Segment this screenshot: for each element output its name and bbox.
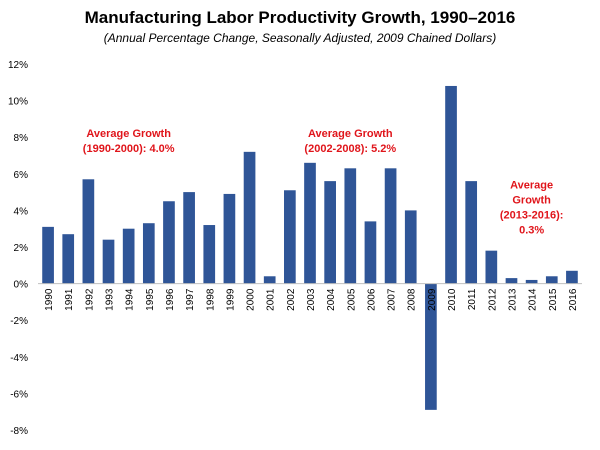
x-tick-label: 2008 (407, 288, 418, 311)
x-tick-label: 1991 (64, 288, 75, 311)
chart-title: Manufacturing Labor Productivity Growth,… (84, 8, 516, 27)
bar-2002 (284, 190, 296, 284)
bar-1993 (102, 239, 115, 284)
annotation-text: Average Growth (308, 128, 393, 140)
bar-1996 (163, 201, 175, 284)
x-tick-label: 1990 (44, 288, 55, 311)
x-tick-label: 1994 (125, 288, 136, 311)
annotation-text: Growth (512, 194, 551, 206)
bar-2011 (465, 181, 478, 284)
x-tick-label: 2004 (326, 288, 337, 311)
x-tick-label: 2002 (286, 288, 297, 311)
x-tick-label: 2005 (346, 288, 357, 311)
x-tick-label: 2016 (568, 288, 579, 311)
x-tick-label: 1995 (145, 288, 156, 311)
bar-1998 (203, 225, 216, 284)
y-tick-label: -8% (10, 426, 28, 437)
bar-2016 (566, 270, 578, 284)
y-tick-label: 10% (8, 97, 28, 108)
y-tick-label: 8% (14, 133, 29, 144)
bar-2014 (525, 279, 538, 284)
x-tick-label: 2009 (427, 288, 438, 311)
y-tick-label: 0% (14, 280, 29, 291)
annotation-text: 0.3% (519, 224, 544, 236)
x-tick-label: 2007 (387, 288, 398, 311)
annotation-text: (2013-2016): (500, 209, 564, 221)
bar-2003 (304, 162, 316, 284)
y-tick-label: -4% (10, 353, 28, 364)
x-tick-label: 2011 (467, 288, 478, 310)
x-tick-label: 2013 (507, 288, 518, 311)
bar-2013 (505, 278, 518, 284)
bar-2009 (425, 283, 437, 410)
bar-1994 (122, 228, 135, 284)
bar-1992 (82, 179, 95, 284)
x-tick-label: 2000 (246, 288, 257, 311)
x-tick-label: 1997 (185, 288, 196, 311)
y-tick-label: 4% (14, 206, 29, 217)
bar-1990 (42, 226, 54, 284)
annotation-text: Average Growth (86, 128, 171, 140)
x-tick-label: 2006 (366, 288, 377, 311)
x-tick-label: 2010 (447, 288, 458, 311)
bar-2015 (545, 276, 558, 284)
y-tick-label: 6% (14, 170, 29, 181)
annotation-text: (1990-2000): 4.0% (83, 143, 175, 155)
bar-1991 (62, 234, 75, 284)
bar-2004 (324, 181, 336, 284)
bar-1997 (183, 192, 195, 284)
bar-2006 (364, 221, 377, 284)
bar-2008 (404, 210, 417, 284)
x-tick-label: 2014 (528, 288, 539, 311)
y-tick-label: -2% (10, 316, 28, 327)
bar-1999 (223, 193, 236, 284)
x-tick-label: 1999 (225, 288, 236, 311)
y-tick-label: -6% (10, 389, 28, 400)
x-tick-label: 2012 (487, 288, 498, 311)
x-tick-label: 1998 (205, 288, 216, 311)
bar-2012 (485, 250, 498, 284)
bar-1995 (142, 223, 155, 284)
x-tick-label: 2001 (266, 288, 277, 311)
x-tick-label: 2003 (306, 288, 317, 311)
bar-2007 (384, 168, 397, 284)
bar-2010 (445, 85, 457, 284)
bar-2001 (263, 276, 276, 284)
x-tick-label: 1992 (84, 288, 95, 311)
y-tick-label: 2% (14, 243, 29, 254)
x-tick-label: 2015 (548, 288, 559, 311)
bar-2005 (344, 168, 357, 284)
annotation-text: (2002-2008): 5.2% (304, 143, 396, 155)
x-tick-label: 1993 (105, 288, 116, 311)
chart-subtitle: (Annual Percentage Change, Seasonally Ad… (103, 31, 497, 45)
annotation-text: Average (510, 179, 553, 191)
y-tick-label: 12% (8, 60, 28, 71)
bar-2000 (243, 151, 256, 284)
x-tick-label: 1996 (165, 288, 176, 311)
